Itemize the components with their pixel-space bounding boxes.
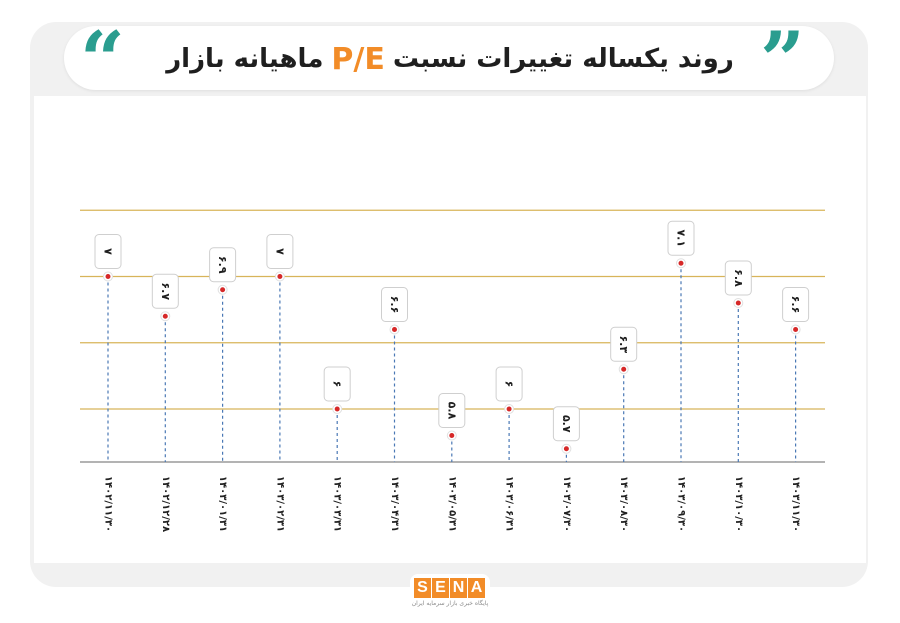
data-point (220, 287, 226, 293)
sena-logo: S E N A (414, 578, 485, 598)
x-tick-label: ۱۴۰۳/۰۸/۳۰ (618, 476, 629, 532)
x-tick-label: ۱۴۰۳/۰۳/۳۱ (332, 476, 343, 532)
data-label: ۶ (503, 381, 516, 388)
x-tick-label: ۱۴۰۳/۰۴/۳۱ (389, 476, 400, 532)
logo-letter: A (468, 578, 485, 598)
data-label-box (94, 234, 122, 269)
data-label-box (266, 234, 294, 269)
logo-letter: S (414, 578, 431, 598)
data-point (506, 406, 512, 412)
data-point (735, 300, 741, 306)
logo-letter: E (432, 578, 449, 598)
data-label: ۶.۶ (789, 296, 802, 314)
data-point (563, 446, 569, 452)
x-tick-label: ۱۴۰۳/۰۹/۳۰ (676, 476, 687, 532)
x-tick-label: ۱۴۰۲/۱۱/۳۰ (103, 476, 114, 532)
quote-open-icon: “ (80, 15, 125, 106)
data-label: ۷.۱ (675, 229, 688, 247)
x-tick-label: ۱۴۰۳/۰۵/۳۱ (446, 476, 457, 532)
data-point (334, 406, 340, 412)
page-title: روند یکساله تغییرات نسبت P/E ماهیانه باز… (150, 34, 750, 84)
data-label: ۵.۸ (445, 402, 458, 420)
title-suffix: ماهیانه بازار (166, 44, 324, 74)
data-label-box (209, 247, 237, 283)
quote-close-icon: ” (760, 15, 805, 106)
data-label-box (552, 406, 580, 442)
data-label: ۷ (102, 248, 115, 255)
data-label: ۶.۹ (216, 256, 229, 274)
data-label-box (381, 287, 408, 322)
data-label-box (667, 220, 695, 256)
x-tick-label: ۱۴۰۲/۱۲/۲۸ (160, 476, 171, 532)
data-point (162, 313, 168, 319)
header-pill (64, 26, 834, 90)
title-accent: P/E (331, 41, 385, 77)
data-point (392, 327, 397, 332)
data-label: ۶.۸ (732, 269, 745, 287)
data-label: ۶ (331, 381, 344, 388)
data-label: ۶.۷ (159, 282, 172, 300)
data-label: ۶.۶ (388, 296, 401, 314)
data-label-box (495, 366, 523, 402)
data-label-box (323, 366, 351, 402)
data-point (621, 366, 627, 372)
data-point (678, 260, 684, 266)
data-point (277, 274, 283, 279)
data-label: ۷ (273, 248, 286, 255)
logo-letter: N (450, 578, 467, 598)
x-tick-label: ۱۴۰۳/۰۶/۳۱ (504, 476, 515, 532)
data-label-box (782, 287, 810, 322)
data-label-box (724, 260, 752, 296)
data-point (449, 433, 455, 438)
data-label-box (151, 273, 179, 309)
x-tick-label: ۱۴۰۳/۰۲/۳۱ (274, 476, 285, 532)
data-label: ۶.۳ (617, 335, 630, 353)
x-tick-label: ۱۴۰۳/۰۱/۳۱ (217, 476, 228, 532)
x-tick-label: ۱۴۰۳/۱۰/۳۰ (733, 476, 744, 532)
data-label-box (610, 326, 638, 362)
plot-panel (34, 96, 866, 563)
data-label: ۵.۷ (560, 415, 573, 433)
x-tick-label: ۱۴۰۳/۱۱/۳۰ (790, 476, 801, 532)
x-tick-label: ۱۴۰۳/۰۷/۳۰ (561, 476, 572, 532)
data-point (793, 327, 799, 332)
title-prefix: روند یکساله تغییرات نسبت (392, 44, 734, 74)
data-label-box (438, 393, 466, 428)
logo-subtitle: پایگاه خبری بازار سرمایه ایران (411, 600, 489, 607)
data-point (105, 274, 111, 279)
